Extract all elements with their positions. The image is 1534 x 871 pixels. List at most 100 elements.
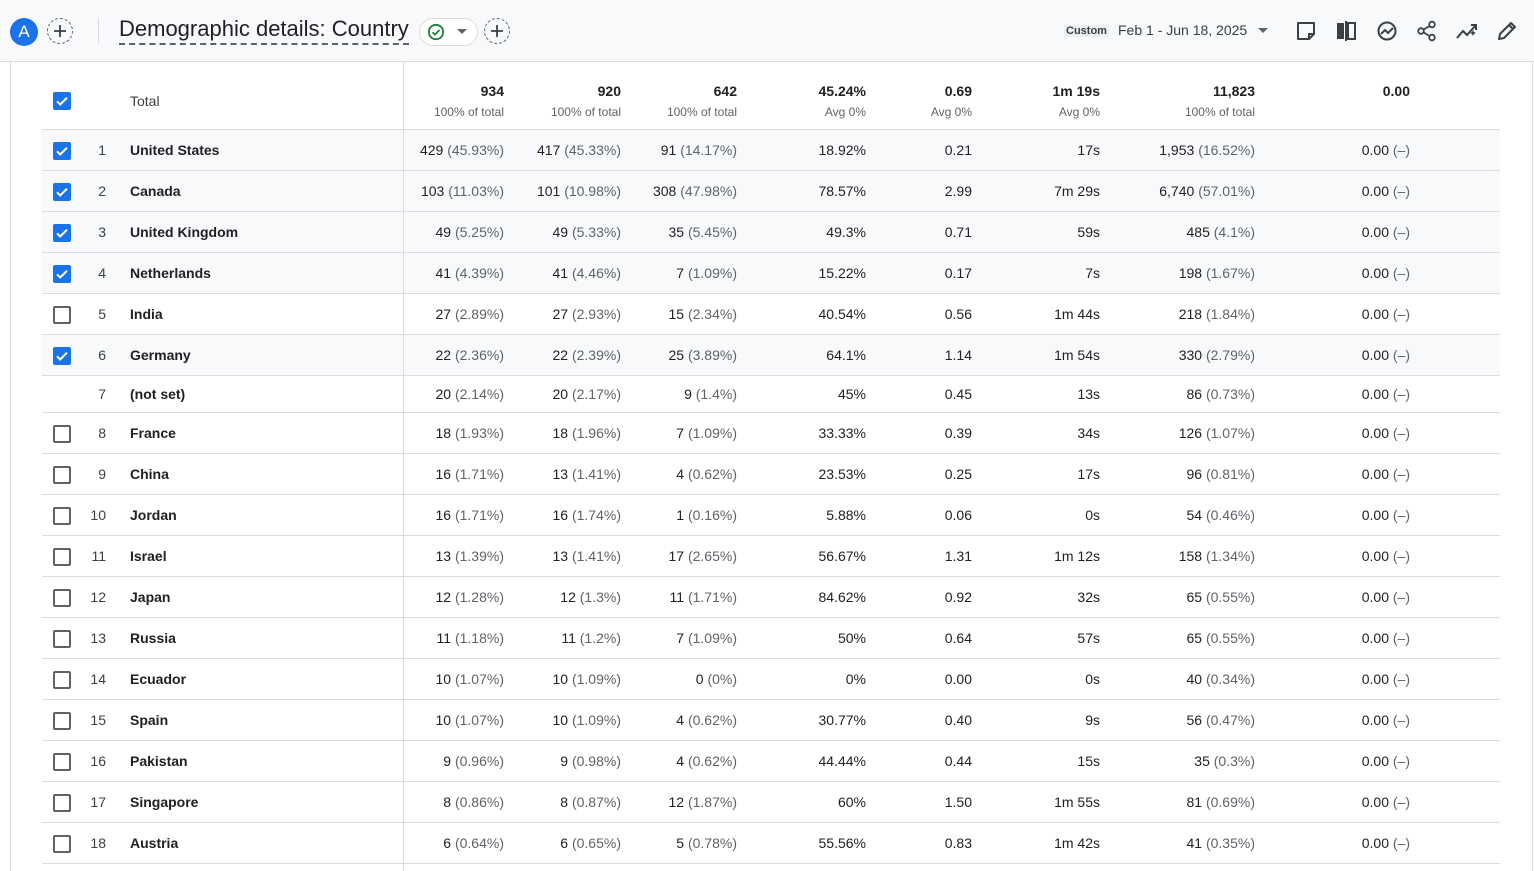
row-checkbox[interactable] (53, 671, 71, 689)
row-checkbox[interactable] (53, 425, 71, 443)
metric-value: 10 (552, 712, 569, 728)
table-row[interactable]: 7 (not set) 20 (2.14%) 20 (2.17%) 9 (1.4%) 45… (42, 376, 1500, 413)
table-row[interactable]: 18 Austria 6 (0.64%) 6 (0.65%) 5 (0.78%) 55.5… (42, 823, 1500, 864)
metric-cell: 1 (0.16%) (676, 507, 737, 523)
note-button[interactable] (1293, 18, 1319, 44)
table-row[interactable]: 5 India 27 (2.89%) 27 (2.93%) 15 (2.34%) 40.5… (42, 294, 1500, 335)
country-name[interactable]: United States (130, 142, 220, 158)
metric-cell: 12 (1.87%) (669, 794, 738, 810)
table-row[interactable]: 13 Russia 11 (1.18%) 11 (1.2%) 7 (1.09%) 50% 0… (42, 618, 1500, 659)
date-range-picker[interactable]: Feb 1 - Jun 18, 2025 (1118, 22, 1248, 38)
edit-button[interactable] (1494, 18, 1520, 44)
table-row[interactable]: 8 France 18 (1.93%) 18 (1.96%) 7 (1.09%) 33.3… (42, 413, 1500, 454)
row-rank: 11 (91, 548, 106, 564)
table-row[interactable]: 12 Japan 12 (1.28%) 12 (1.3%) 11 (1.71%) 84.6… (42, 577, 1500, 618)
table-row[interactable]: 17 Singapore 8 (0.86%) 8 (0.87%) 12 (1.87%) 6… (42, 782, 1500, 823)
metric-percent: (1.3%) (579, 589, 621, 605)
add-comparison-button[interactable] (47, 18, 73, 44)
row-checkbox[interactable] (53, 753, 71, 771)
metric-value: 429 (419, 142, 444, 158)
metric-cell: 0.71 (945, 224, 972, 240)
country-name[interactable]: Israel (130, 548, 167, 564)
metric-value: 8 (560, 794, 569, 810)
metric-value: 198 (1178, 265, 1203, 281)
chevron-down-icon[interactable] (1258, 28, 1268, 34)
page-title[interactable]: Demographic details: Country (119, 16, 409, 45)
table-row[interactable]: 3 United Kingdom 49 (5.25%) 49 (5.33%) 35 (5… (42, 212, 1500, 253)
metric-cell: 33.33% (819, 425, 866, 441)
country-name[interactable]: Canada (130, 183, 181, 199)
country-name[interactable]: India (130, 306, 163, 322)
metric-cell: 9 (0.98%) (560, 753, 621, 769)
row-checkbox[interactable] (53, 224, 71, 242)
country-name[interactable]: Jordan (130, 507, 177, 523)
metric-percent: (–) (1392, 548, 1410, 564)
account-avatar[interactable]: A (10, 18, 38, 46)
row-checkbox[interactable] (53, 142, 71, 160)
metric-percent: (10.98%) (564, 183, 621, 199)
metric-cell: 35 (0.3%) (1194, 753, 1255, 769)
row-checkbox[interactable] (53, 306, 71, 324)
row-checkbox[interactable] (53, 794, 71, 812)
table-row[interactable]: 4 Netherlands 41 (4.39%) 41 (4.46%) 7 (1.09%… (42, 253, 1500, 294)
row-checkbox[interactable] (53, 712, 71, 730)
metric-percent: (1.93%) (454, 425, 504, 441)
table-row[interactable]: 15 Spain 10 (1.07%) 10 (1.09%) 4 (0.62%) 30.7… (42, 700, 1500, 741)
row-checkbox[interactable] (53, 347, 71, 365)
table-row[interactable]: 1 United States 429 (45.93%) 417 (45.33%) 91… (42, 130, 1500, 171)
country-name[interactable]: France (130, 425, 176, 441)
metric-cell: 0.39 (945, 425, 972, 441)
metric-value: 7s (1085, 265, 1100, 281)
metric-value: 0.00 (1361, 425, 1389, 441)
metric-cell: 7 (1.09%) (676, 265, 737, 281)
insights-button[interactable] (1374, 18, 1400, 44)
check-circle-icon (427, 23, 445, 41)
metric-value: 49 (552, 224, 569, 240)
row-checkbox[interactable] (53, 466, 71, 484)
metric-cell: 0.17 (945, 265, 972, 281)
metric-percent: (4.46%) (571, 265, 621, 281)
country-name[interactable]: Germany (130, 347, 191, 363)
row-checkbox[interactable] (53, 507, 71, 525)
table-row[interactable]: 14 Ecuador 10 (1.07%) 10 (1.09%) 0 (0%) 0% 0.0… (42, 659, 1500, 700)
row-checkbox[interactable] (53, 630, 71, 648)
select-all-checkbox[interactable] (53, 92, 71, 110)
country-name[interactable]: Ecuador (130, 671, 187, 687)
metric-cell: 1.50 (945, 794, 972, 810)
table-row[interactable]: 2 Canada 103 (11.03%) 101 (10.98%) 308 (47.9… (42, 171, 1500, 212)
compare-button[interactable] (1333, 18, 1359, 44)
metric-value: 78.57% (818, 183, 866, 199)
table-row[interactable]: 10 Jordan 16 (1.71%) 16 (1.74%) 1 (0.16%) 5.8… (42, 495, 1500, 536)
table-row[interactable]: 9 China 16 (1.71%) 13 (1.41%) 4 (0.62%) 23.53… (42, 454, 1500, 495)
report-status-dropdown[interactable] (419, 18, 478, 46)
share-button[interactable] (1414, 18, 1440, 44)
country-name[interactable]: Japan (130, 589, 171, 605)
row-checkbox[interactable] (53, 183, 71, 201)
row-checkbox[interactable] (53, 589, 71, 607)
country-name[interactable]: Pakistan (130, 753, 188, 769)
total-subtext: 100% of total (550, 105, 621, 119)
row-checkbox[interactable] (53, 265, 71, 283)
country-name[interactable]: Russia (130, 630, 176, 646)
country-name[interactable]: Austria (130, 835, 179, 851)
country-name[interactable]: Spain (130, 712, 169, 728)
metric-percent: (–) (1392, 794, 1410, 810)
insights-icon (1377, 21, 1397, 41)
country-name[interactable]: Singapore (130, 794, 199, 810)
country-name[interactable]: (not set) (130, 386, 186, 402)
add-filter-button[interactable] (484, 18, 510, 44)
trend-button[interactable] (1454, 18, 1480, 44)
metric-value: 59s (1077, 224, 1100, 240)
country-name[interactable]: Netherlands (130, 265, 211, 281)
table-row[interactable]: 11 Israel 13 (1.39%) 13 (1.41%) 17 (2.65%) 56… (42, 536, 1500, 577)
edit-icon (1498, 22, 1516, 40)
metric-value: 0.00 (1361, 794, 1389, 810)
row-checkbox[interactable] (53, 548, 71, 566)
table-row[interactable]: 16 Pakistan 9 (0.96%) 9 (0.98%) 4 (0.62%) 44.… (42, 741, 1500, 782)
country-name[interactable]: China (130, 466, 169, 482)
row-checkbox[interactable] (53, 835, 71, 853)
metric-value: 330 (1178, 347, 1203, 363)
table-row[interactable]: 6 Germany 22 (2.36%) 22 (2.39%) 25 (3.89%) 64… (42, 335, 1500, 376)
total-value: 1m 19s (1052, 83, 1100, 99)
country-name[interactable]: United Kingdom (130, 224, 239, 240)
